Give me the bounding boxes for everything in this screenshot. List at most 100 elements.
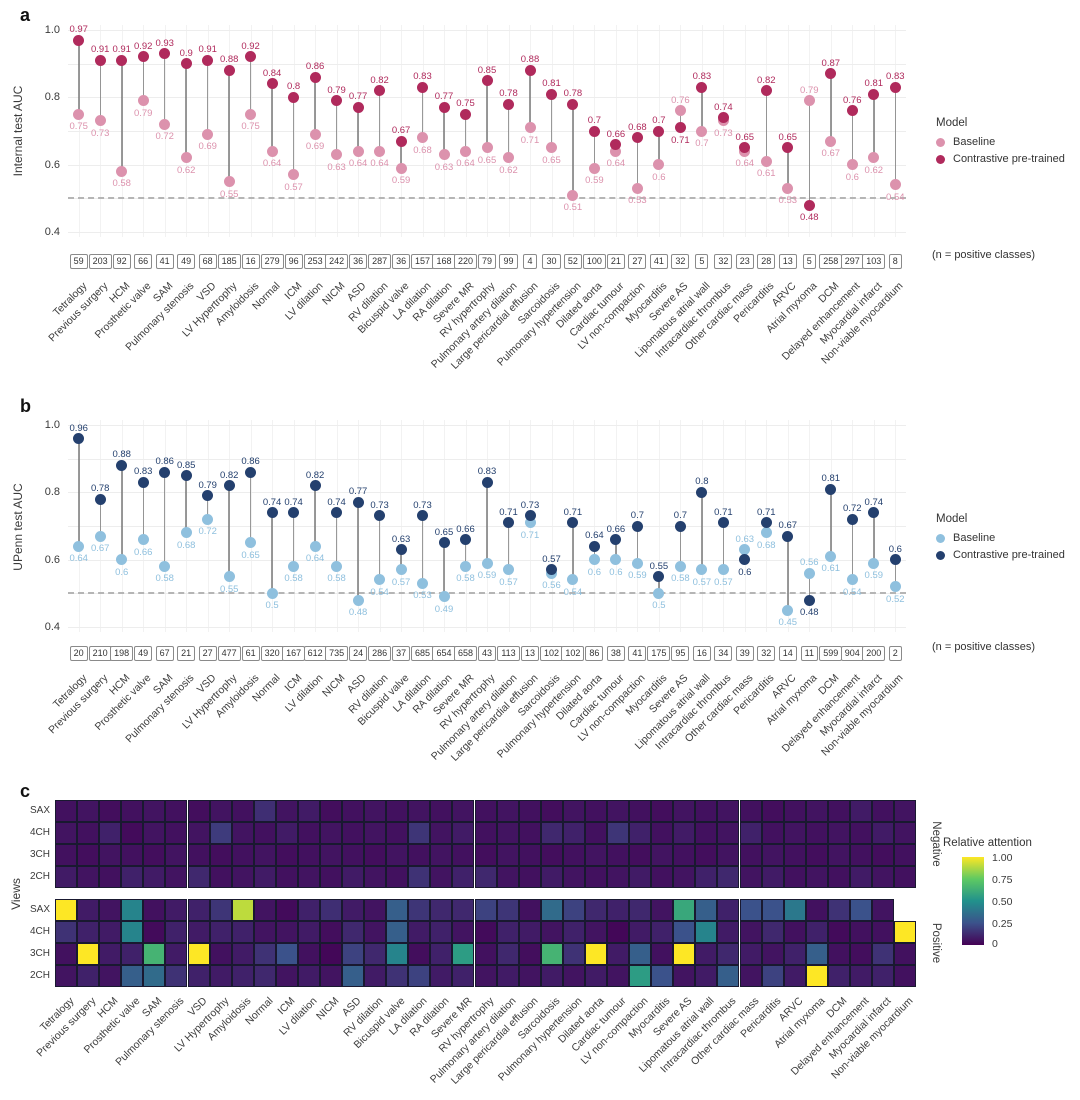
n-positive-box: 61 — [234, 643, 268, 661]
panel-b-letter: b — [20, 396, 31, 416]
n-positive-box: 8 — [878, 251, 912, 269]
n-positive-value: 27 — [628, 254, 647, 269]
value-label: 0.85 — [477, 64, 497, 76]
baseline-dot — [309, 128, 321, 140]
contrastive-dot — [610, 139, 622, 150]
contrastive-dot — [674, 520, 686, 532]
connector-line — [249, 56, 252, 115]
value-label: 0.58 — [284, 573, 303, 585]
heatmap-cell — [121, 921, 144, 943]
value-label: 0.64 — [305, 553, 325, 565]
panel-c-ylabel: Views — [9, 878, 23, 910]
contrastive-dot — [352, 496, 364, 508]
heatmap-cell — [562, 844, 585, 866]
heatmap-cell — [342, 866, 365, 888]
value-label: 0.45 — [778, 617, 798, 629]
n-positive-box: 16 — [234, 251, 268, 269]
n-positive-box: 49 — [126, 643, 160, 661]
heatmap-cell — [55, 943, 78, 965]
heatmap-cell — [695, 822, 718, 844]
panel-b-ylabel: UPenn test AUC — [11, 483, 25, 571]
value-label: 0.83 — [133, 466, 153, 478]
value-label: 0.48 — [348, 607, 368, 619]
contrastive-dot — [137, 476, 149, 488]
view-row-label: 4CH — [29, 827, 50, 838]
baseline-dot — [374, 574, 386, 586]
heatmap-cell — [894, 822, 917, 844]
contrastive-dot — [94, 54, 106, 66]
value-label: 0.51 — [563, 202, 583, 213]
contrastive-dot — [825, 68, 837, 80]
gridline — [68, 232, 906, 233]
contrastive-dot — [546, 88, 557, 100]
n-positive-box: 43 — [470, 643, 504, 661]
value-label: 0.58 — [456, 573, 475, 585]
connector-line — [550, 94, 553, 148]
n-positive-box: 198 — [105, 643, 139, 661]
heatmap-cell — [651, 822, 674, 844]
n-positive-value: 16 — [692, 646, 711, 661]
view-row-label: 4CH — [29, 926, 50, 937]
value-label: 0.92 — [133, 40, 153, 52]
heatmap-cell — [408, 943, 431, 965]
heatmap-cell — [629, 800, 652, 822]
value-label: 0.77 — [348, 91, 368, 103]
value-label: 0.68 — [757, 539, 776, 551]
heatmap-cell — [518, 800, 541, 822]
value-label: 0.81 — [542, 78, 561, 89]
n-positive-value: 52 — [563, 254, 582, 269]
baseline-dot — [546, 142, 557, 154]
heatmap-cell — [77, 965, 100, 987]
heatmap-cell — [651, 965, 674, 987]
value-label: 0.65 — [735, 131, 755, 143]
panel-a-n-caption: (n = positive classes) — [932, 249, 1036, 261]
contrastive-dot — [696, 81, 708, 93]
value-label: 0.7 — [587, 115, 601, 126]
heatmap-cell — [474, 800, 497, 822]
n-positive-box: 157 — [406, 251, 440, 269]
heatmap-cell — [717, 800, 740, 822]
value-label: 0.53 — [628, 195, 647, 207]
value-label: 0.79 — [198, 479, 217, 491]
heatmap-cell — [231, 921, 254, 943]
connector-line — [507, 104, 510, 158]
value-label: 0.64 — [585, 530, 604, 542]
heatmap-cell — [275, 921, 298, 943]
heatmap-cell — [805, 965, 828, 987]
y-axis-tick: 1.0 — [44, 419, 60, 431]
n-positive-box: 21 — [599, 251, 633, 269]
baseline-dot — [825, 135, 837, 147]
n-positive-value: 36 — [392, 254, 411, 269]
contrastive-dot — [567, 517, 579, 529]
n-positive-value: 61 — [241, 646, 260, 661]
value-label: 0.78 — [90, 483, 110, 495]
contrastive-dot — [739, 142, 751, 154]
heatmap-cell — [872, 899, 895, 921]
value-label: 0.66 — [606, 128, 626, 140]
heatmap-cell — [849, 866, 872, 888]
n-positive-box: 67 — [148, 643, 182, 661]
value-label: 0.93 — [155, 37, 174, 49]
view-row-label: 3CH — [29, 849, 50, 860]
baseline-dot — [610, 145, 622, 157]
heatmap-cell — [695, 965, 718, 987]
baseline-dot — [202, 128, 214, 140]
heatmap-cell — [99, 866, 122, 888]
heatmap-cell — [165, 800, 188, 822]
heatmap-cell — [342, 943, 365, 965]
heatmap-cell — [783, 844, 806, 866]
baseline-dot — [159, 560, 171, 572]
heatmap-cell — [99, 965, 122, 987]
value-label: 0.64 — [735, 158, 755, 170]
heatmap-cell — [496, 866, 519, 888]
n-positive-value: 220 — [453, 254, 478, 269]
heatmap-cell — [584, 822, 607, 844]
heatmap-cell — [77, 800, 100, 822]
connector-line — [572, 522, 574, 580]
connector-line — [572, 104, 574, 195]
n-positive-value: 185 — [217, 254, 241, 269]
heatmap-cell — [364, 866, 387, 888]
connector-line — [830, 489, 832, 557]
baseline-dot — [610, 554, 622, 566]
baseline-dot — [438, 591, 450, 603]
